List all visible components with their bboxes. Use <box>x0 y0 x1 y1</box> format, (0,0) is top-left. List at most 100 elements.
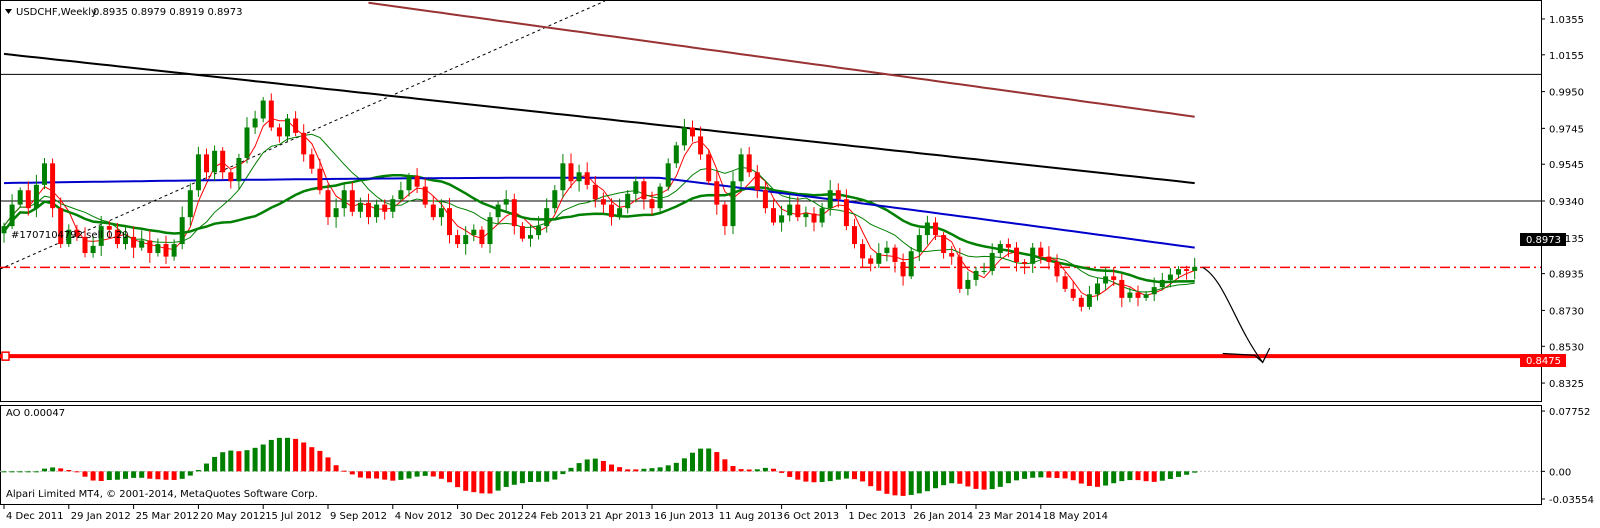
candle <box>58 197 64 248</box>
candle-body <box>285 118 290 137</box>
candle-body <box>981 270 987 272</box>
candle-body <box>276 127 282 137</box>
candle <box>204 148 209 180</box>
ao-bar <box>892 471 898 496</box>
candle-body <box>155 244 161 254</box>
ao-bar <box>1111 471 1117 484</box>
ao-bar <box>447 471 452 483</box>
ao-bar <box>584 459 590 472</box>
projection-line <box>1202 266 1271 364</box>
candle <box>754 165 760 199</box>
ao-bar <box>544 471 550 482</box>
ao-tick-label: 0.00 <box>1549 467 1571 478</box>
candle <box>779 205 785 232</box>
ao-bar <box>220 452 226 472</box>
ao-bar <box>519 471 525 484</box>
candle-body <box>900 261 906 277</box>
candle-body <box>293 118 299 133</box>
candle-body <box>422 186 428 205</box>
candle-body <box>519 226 525 239</box>
candle <box>212 145 218 181</box>
ao-bar <box>50 467 56 472</box>
candle <box>1151 277 1157 302</box>
candle-body <box>860 244 866 259</box>
ao-bar <box>1014 471 1019 481</box>
candle <box>511 193 517 235</box>
ao-bar <box>179 471 185 479</box>
ao-bar <box>609 464 614 472</box>
current-price-text: 0.8973 <box>1526 235 1561 246</box>
ao-bar <box>1103 471 1109 486</box>
ao-bar <box>9 471 15 473</box>
candle-body <box>843 199 849 227</box>
candle <box>649 191 655 216</box>
ao-bar <box>366 471 371 479</box>
candle-body <box>98 226 104 246</box>
candle <box>795 196 801 222</box>
candle <box>42 157 47 190</box>
candle-body <box>617 208 623 218</box>
candle-body <box>171 244 177 257</box>
candle-body <box>333 208 339 218</box>
candle-body <box>1119 279 1125 298</box>
candle <box>25 181 31 216</box>
chevron-down-icon[interactable] <box>5 9 12 14</box>
candle <box>106 220 112 238</box>
ao-bar <box>236 451 242 472</box>
ao-bar <box>1119 471 1125 482</box>
ao-bar <box>924 471 930 492</box>
candle-body <box>787 204 793 216</box>
candle <box>835 183 841 208</box>
candle-body <box>1167 274 1173 280</box>
candle <box>1062 271 1068 292</box>
candle <box>260 97 266 123</box>
ao-bar <box>228 450 234 472</box>
ao-bar <box>471 471 477 493</box>
candle <box>852 218 857 249</box>
ao-bar <box>90 471 96 481</box>
candle-body <box>114 229 120 245</box>
candle-body <box>374 204 380 218</box>
candle <box>552 185 558 214</box>
price-tick-label: 0.8730 <box>1549 306 1584 317</box>
candle <box>1014 242 1019 272</box>
candle <box>933 217 938 241</box>
ao-bar <box>876 471 882 491</box>
candle <box>455 229 461 248</box>
ao-bar <box>657 467 663 472</box>
ao-bar <box>1062 471 1068 479</box>
ao-bar <box>1176 471 1181 477</box>
candle-body <box>989 253 995 271</box>
candle-body <box>997 244 1003 254</box>
date-tick-label: 11 Aug 2013 <box>719 511 783 522</box>
ao-bar <box>1192 471 1198 473</box>
candle <box>681 118 687 151</box>
candle-body <box>592 184 598 200</box>
candle-body <box>706 154 712 182</box>
ao-bar <box>414 471 420 477</box>
ao-bar <box>916 471 922 494</box>
candle <box>33 174 39 218</box>
ao-bar <box>819 471 825 482</box>
candle-body <box>301 132 307 155</box>
candle <box>690 120 695 142</box>
candle <box>1078 295 1084 312</box>
candle-body <box>852 226 857 245</box>
price-tick-label: 0.9545 <box>1549 160 1584 171</box>
candle <box>544 198 550 233</box>
candle-body <box>325 190 331 218</box>
candle-body <box>309 154 315 169</box>
candle <box>714 170 720 215</box>
candle-body <box>738 154 744 182</box>
ao-bar <box>195 469 201 472</box>
candle <box>819 202 825 228</box>
ao-bar <box>390 471 396 481</box>
price-tick-label: 0.8530 <box>1549 342 1584 353</box>
candle <box>1127 287 1133 303</box>
date-tick-label: 23 Mar 2014 <box>978 511 1041 522</box>
ao-bar <box>981 471 987 490</box>
ao-bar <box>941 471 947 486</box>
candle <box>1005 238 1011 258</box>
